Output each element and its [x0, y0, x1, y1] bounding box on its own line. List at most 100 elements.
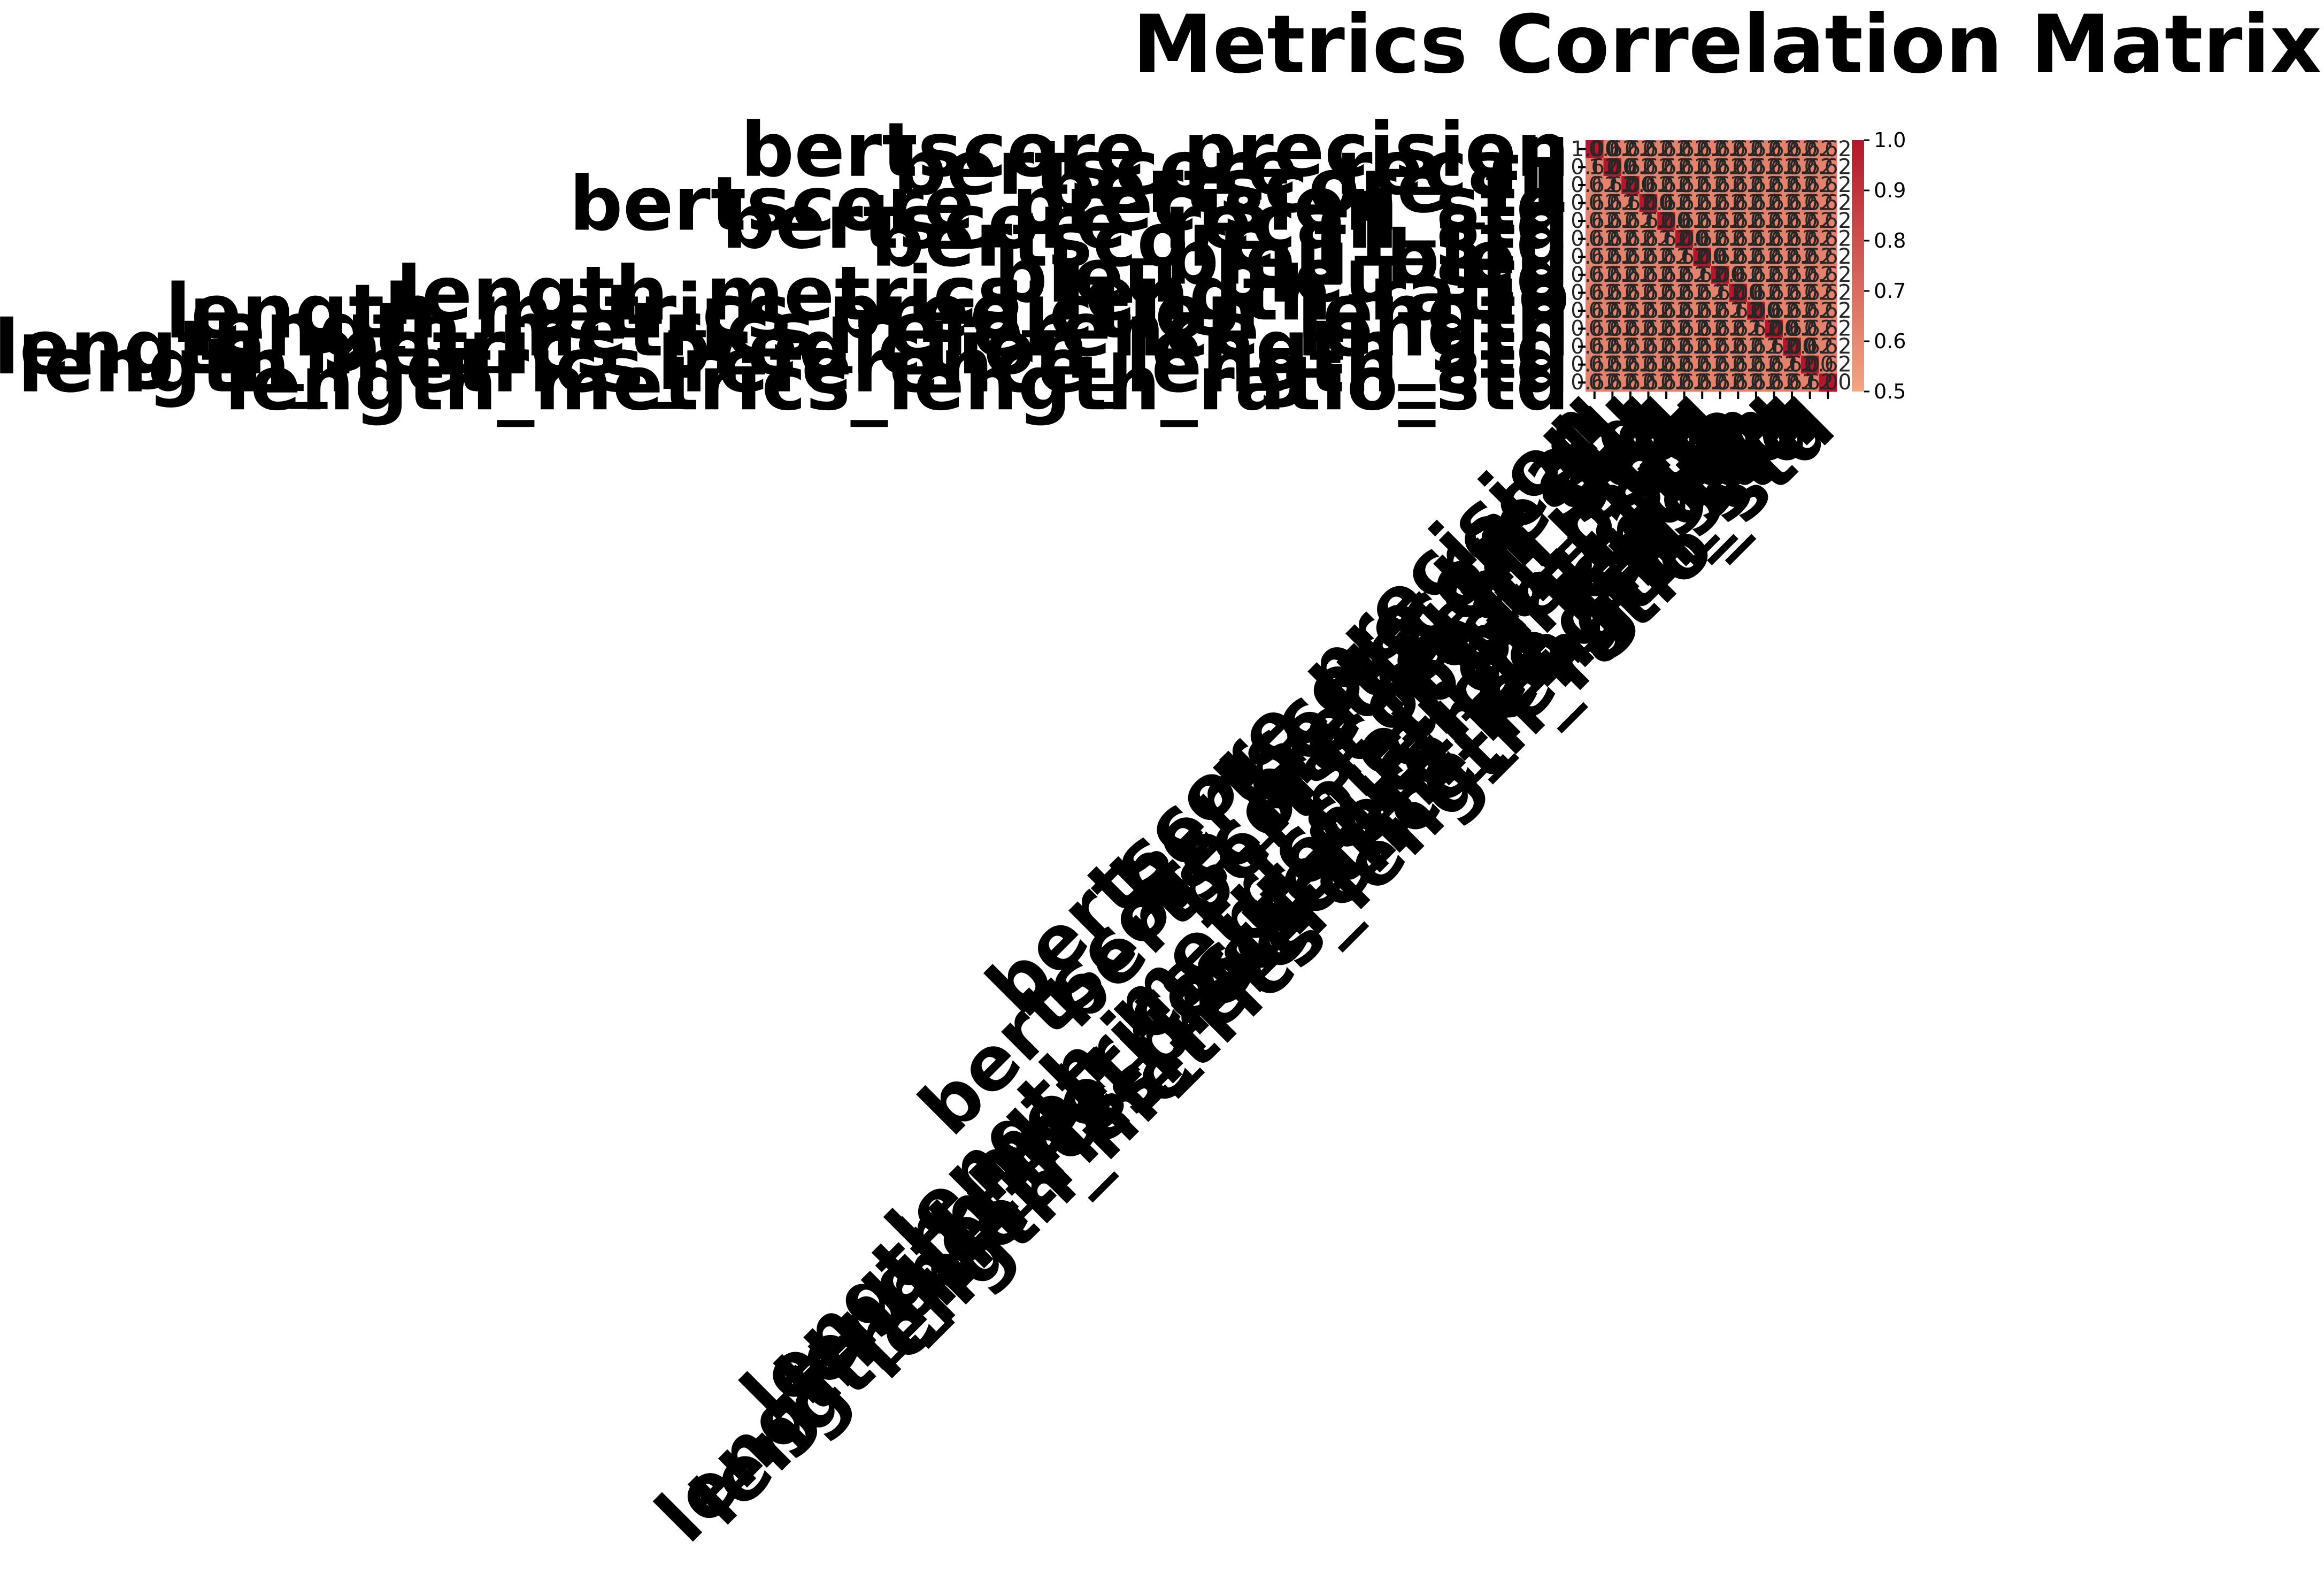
heatmap-cell — [1639, 212, 1658, 231]
heatmap-cell — [1783, 302, 1802, 320]
cell-value-label: 0.62 — [1732, 280, 1780, 305]
heatmap-cell — [1586, 337, 1604, 356]
cell-value-label: 0.62 — [1768, 280, 1816, 305]
heatmap-cell — [1657, 266, 1676, 285]
cell-value-label: 1.00 — [1768, 334, 1816, 359]
cell-value-label: 0.62 — [1589, 298, 1636, 323]
cell-value-label: 1.00 — [1606, 173, 1654, 197]
heatmap-cell — [1657, 176, 1676, 195]
heatmap-cell — [1765, 212, 1783, 231]
cell-value-label: 0.62 — [1750, 298, 1798, 323]
cell-value-label: 1.00 — [1804, 370, 1852, 395]
column-labels: bertscore_precisionbertscore_recallberts… — [640, 383, 1851, 1559]
cell-value-label: 0.62 — [1732, 317, 1780, 341]
cell-value-label: 0.62 — [1660, 209, 1708, 233]
cell-value-label: 0.62 — [1804, 227, 1852, 251]
cell-value-label: 1.00 — [1625, 191, 1672, 216]
cell-value-label: 0.62 — [1696, 209, 1744, 233]
heatmap-cell — [1657, 302, 1676, 320]
cell-value-label: 1.00 — [1786, 352, 1834, 377]
heatmap-cell — [1693, 302, 1712, 320]
heatmap-cell — [1800, 319, 1819, 338]
heatmap-cell — [1729, 319, 1748, 338]
heatmap-cell — [1747, 373, 1766, 392]
cell-value-label: 0.62 — [1786, 263, 1834, 287]
cell-value-label: 0.62 — [1750, 137, 1798, 162]
heatmap-cell — [1639, 158, 1658, 177]
cell-value-label: 0.62 — [1625, 263, 1672, 287]
heatmap-cell — [1603, 266, 1622, 285]
heatmap-cell — [1586, 373, 1604, 392]
row-tick-label: bertscore_recall — [893, 125, 1569, 212]
heatmap-cell — [1675, 140, 1694, 159]
heatmap-cell — [1621, 283, 1640, 302]
cell-value-label: 0.62 — [1804, 334, 1852, 359]
cell-value-label: 0.62 — [1714, 244, 1762, 269]
heatmap-cell — [1693, 337, 1712, 356]
row-tick-label: length_metrics_reference_length — [189, 287, 1569, 374]
heatmap-cell — [1729, 158, 1748, 177]
heatmap-cell — [1783, 319, 1802, 338]
heatmap-cell — [1675, 319, 1694, 338]
cell-value-label: 0.62 — [1606, 298, 1654, 323]
heatmap-cell — [1603, 140, 1622, 159]
heatmap-cell — [1657, 140, 1676, 159]
cell-value-label: 0.62 — [1732, 137, 1780, 162]
column-tick-label: length_metrics_length_ratio_std — [839, 383, 1852, 1396]
cell-value-label: 0.62 — [1696, 227, 1744, 251]
heatmap-cell — [1729, 373, 1748, 392]
cell-value-label: 0.62 — [1696, 317, 1744, 341]
heatmap-cell — [1711, 248, 1730, 266]
heatmap-cell — [1693, 355, 1712, 374]
cell-value-label: 0.62 — [1696, 137, 1744, 162]
heatmap-cell — [1639, 302, 1658, 320]
cell-value-label: 0.62 — [1804, 352, 1852, 377]
heatmap-cell — [1693, 158, 1712, 177]
heatmap-cell — [1639, 337, 1658, 356]
heatmap-cell — [1729, 248, 1748, 266]
heatmap-cell — [1693, 248, 1712, 266]
cell-value-label: 0.62 — [1714, 352, 1762, 377]
heatmap-cell — [1693, 212, 1712, 231]
heatmap-cell — [1675, 283, 1694, 302]
heatmap-cell — [1586, 355, 1604, 374]
cell-value-label: 0.62 — [1804, 191, 1852, 216]
heatmap-cell — [1711, 283, 1730, 302]
heatmap-cell — [1693, 140, 1712, 159]
heatmap-cell — [1747, 212, 1766, 231]
cell-value-label: 0.62 — [1660, 155, 1708, 179]
cell-value-label: 0.62 — [1786, 191, 1834, 216]
cell-value-label: 0.62 — [1750, 334, 1798, 359]
cell-value-label: 1.00 — [1696, 263, 1744, 287]
cell-value-label: 0.62 — [1768, 155, 1816, 179]
heatmap-cell — [1657, 337, 1676, 356]
cell-value-label: 0.62 — [1606, 227, 1654, 251]
cell-value-label: 0.62 — [1625, 352, 1672, 377]
heatmap-cell — [1621, 158, 1640, 177]
heatmap-cell — [1729, 229, 1748, 248]
cell-value-label: 0.62 — [1606, 352, 1654, 377]
heatmap-cell — [1819, 302, 1837, 320]
cell-value-label: 0.62 — [1750, 209, 1798, 233]
cell-value-label: 0.62 — [1625, 137, 1672, 162]
cell-value-label: 0.62 — [1606, 137, 1654, 162]
cell-value-label: 0.62 — [1804, 317, 1852, 341]
row-tick-label: length_metrics_prediction_length_std — [0, 304, 1569, 392]
heatmap-cell — [1765, 248, 1783, 266]
heatmap-cell — [1621, 355, 1640, 374]
heatmap-cell — [1675, 158, 1694, 177]
heatmap-cell — [1711, 373, 1730, 392]
heatmap-cell — [1621, 212, 1640, 231]
heatmap-cell — [1729, 302, 1748, 320]
cell-value-label: 0.62 — [1625, 370, 1672, 395]
heatmap-cell — [1603, 302, 1622, 320]
cell-value-label: 0.62 — [1768, 191, 1816, 216]
heatmap-cell — [1819, 194, 1837, 212]
cell-value-label: 0.62 — [1660, 352, 1708, 377]
colorbar-tick-label: 0.5 — [1874, 380, 1906, 403]
heatmap-cell — [1675, 212, 1694, 231]
heatmap-cell — [1639, 140, 1658, 159]
cell-value-label: 0.62 — [1768, 209, 1816, 233]
cell-value-label: 0.62 — [1768, 263, 1816, 287]
heatmap-cell — [1586, 158, 1604, 177]
